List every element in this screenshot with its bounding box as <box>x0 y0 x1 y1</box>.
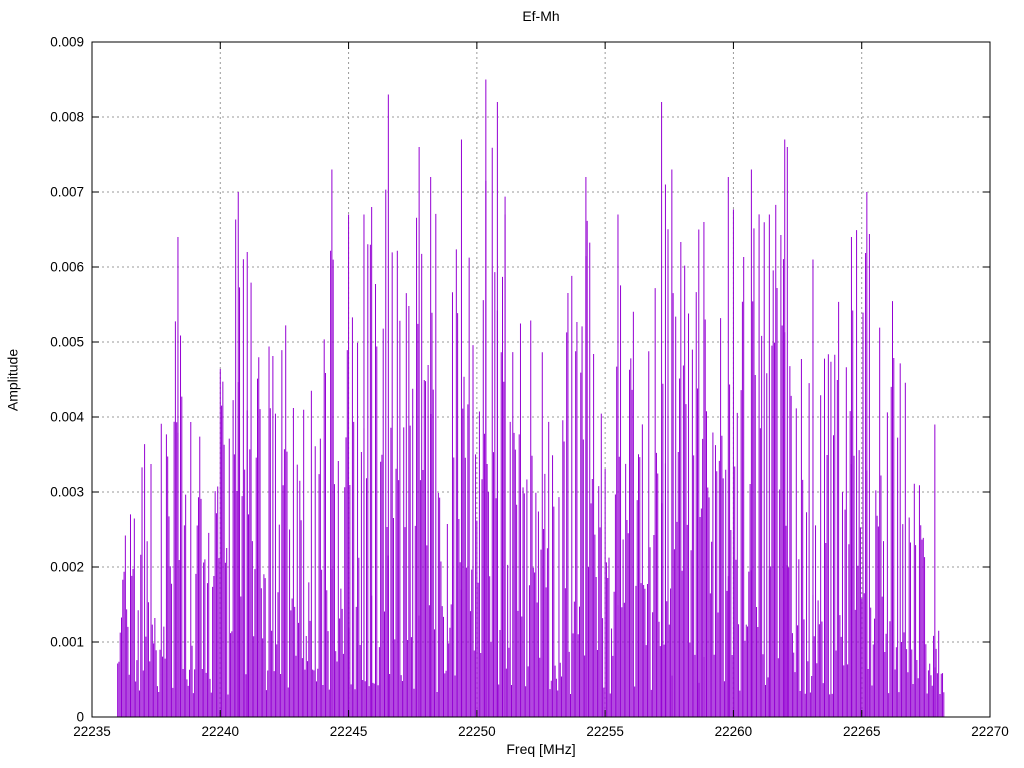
spectrum-series <box>117 147 945 717</box>
spectrum-peaks <box>177 79 936 717</box>
y-tick-label: 0.007 <box>50 185 84 200</box>
x-tick-label: 22245 <box>330 724 368 739</box>
y-tick-label: 0.003 <box>50 485 84 500</box>
x-tick-label: 22260 <box>715 724 753 739</box>
y-tick-label: 0.008 <box>50 110 84 125</box>
x-tick-label: 22250 <box>458 724 496 739</box>
y-tick-label: 0.004 <box>50 410 84 425</box>
y-tick-label: 0 <box>76 710 84 725</box>
chart-title: Ef-Mh <box>522 8 560 24</box>
y-tick-label: 0.001 <box>50 635 84 650</box>
x-axis-label: Freq [MHz] <box>506 741 576 757</box>
x-tick-label: 22240 <box>202 724 240 739</box>
y-tick-label: 0.005 <box>50 335 84 350</box>
x-tick-label: 22255 <box>586 724 624 739</box>
x-tick-label: 22265 <box>843 724 881 739</box>
x-tick-label: 22270 <box>971 724 1009 739</box>
y-axis-label: Amplitude <box>4 348 21 412</box>
y-tick-label: 0.009 <box>50 35 84 50</box>
plot-border <box>91 41 991 718</box>
y-tick-label: 0.006 <box>50 260 84 275</box>
x-tick-label: 22235 <box>73 724 111 739</box>
y-tick-label: 0.002 <box>50 560 84 575</box>
